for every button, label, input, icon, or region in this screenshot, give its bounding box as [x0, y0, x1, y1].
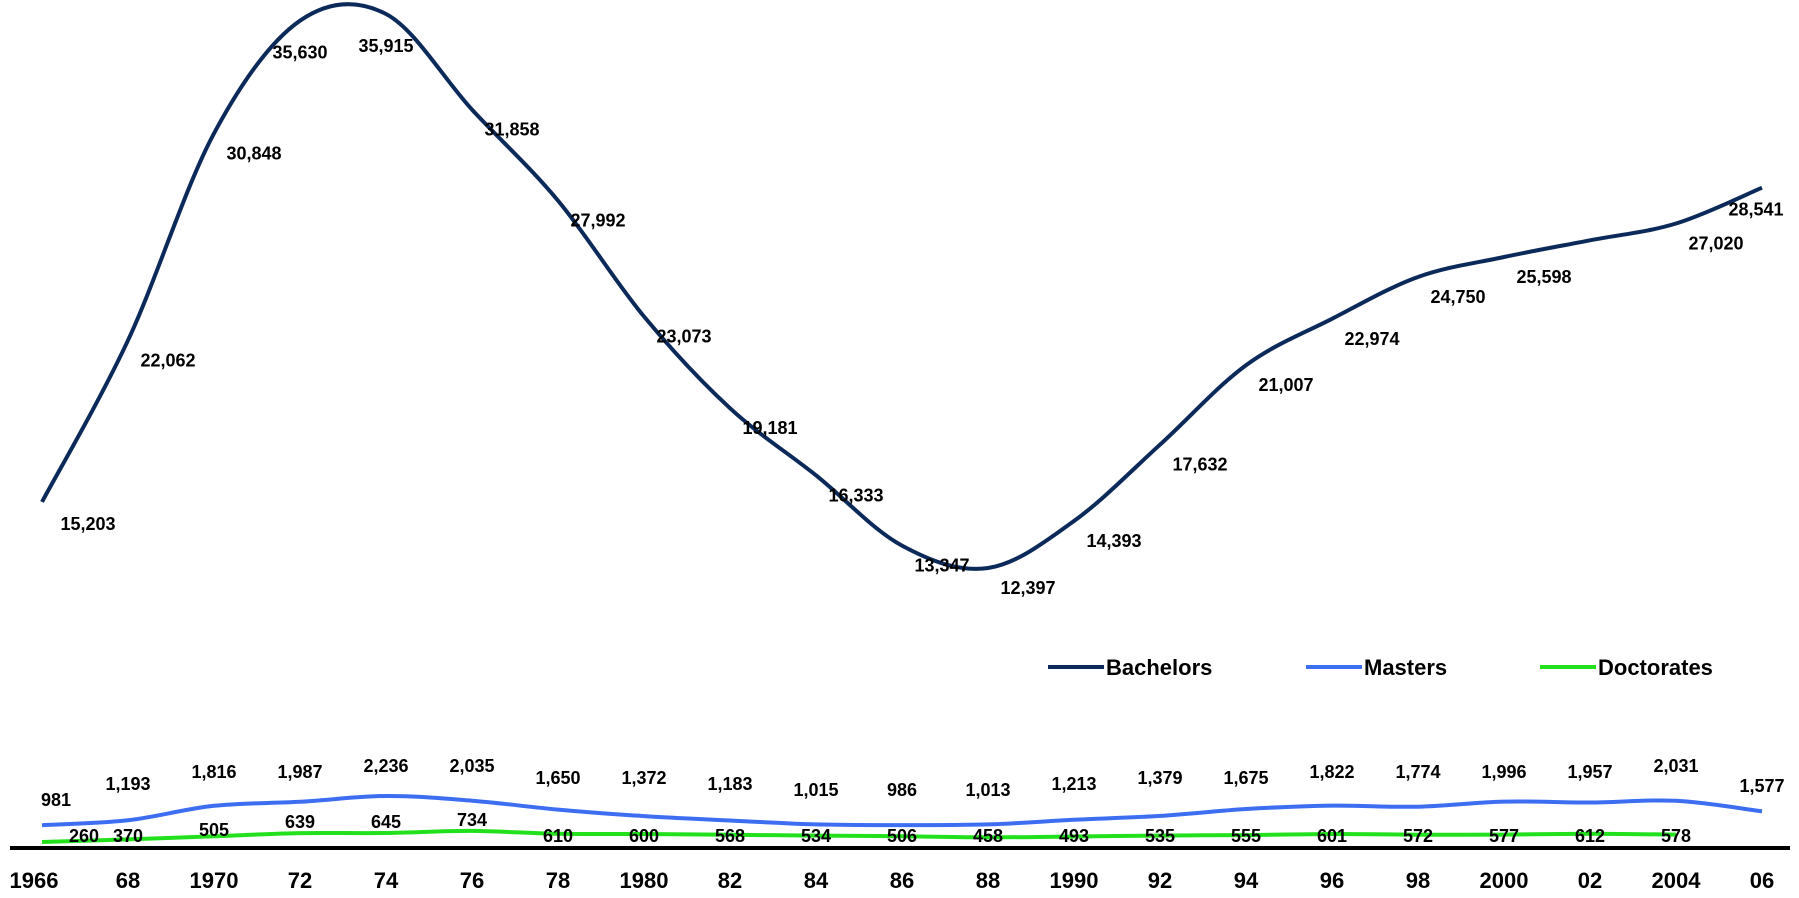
data-label-doctorates: 601	[1317, 826, 1347, 846]
x-tick-label: 82	[718, 868, 742, 893]
data-label-doctorates: 610	[543, 826, 573, 846]
data-label-masters: 1,379	[1137, 768, 1182, 788]
data-label-doctorates: 370	[113, 826, 143, 846]
data-label-doctorates: 535	[1145, 826, 1175, 846]
data-label-doctorates: 506	[887, 826, 917, 846]
x-tick-label: 1970	[190, 868, 239, 893]
series-layer	[40, 2, 1763, 844]
data-label-bachelors: 25,598	[1516, 267, 1571, 287]
data-label-masters: 2,236	[363, 756, 408, 776]
legend-item-bachelors: Bachelors	[1048, 655, 1212, 680]
x-tick-label: 78	[546, 868, 570, 893]
data-label-masters: 2,035	[449, 756, 494, 776]
data-label-masters: 986	[887, 780, 917, 800]
data-label-doctorates: 612	[1575, 826, 1605, 846]
data-label-doctorates: 734	[457, 810, 487, 830]
data-label-bachelors: 12,397	[1000, 578, 1055, 598]
x-tick-label: 2004	[1652, 868, 1702, 893]
series-line-bachelors	[40, 2, 1763, 571]
data-label-doctorates: 260	[69, 826, 99, 846]
x-tick-label: 74	[374, 868, 399, 893]
series-line-masters	[41, 793, 1763, 828]
data-label-bachelors: 23,073	[656, 327, 711, 347]
data-label-doctorates: 572	[1403, 826, 1433, 846]
data-label-doctorates: 577	[1489, 826, 1519, 846]
data-label-doctorates: 555	[1231, 826, 1261, 846]
x-tick-layer: 1966 68 1970 72 74 76 78 1980 82 84 86 88 1990 92 94 96…	[10, 868, 1775, 893]
data-label-bachelors: 14,393	[1086, 531, 1141, 551]
data-label-masters: 1,372	[621, 768, 666, 788]
data-label-masters: 1,013	[965, 780, 1010, 800]
series-line-doctorates	[41, 828, 1677, 844]
data-label-masters: 981	[41, 790, 71, 810]
data-label-doctorates: 600	[629, 826, 659, 846]
data-label-masters: 1,774	[1395, 762, 1440, 782]
x-tick-label: 72	[288, 868, 312, 893]
data-label-bachelors: 30,848	[226, 143, 281, 163]
x-tick-label: 1966	[10, 868, 59, 893]
data-label-bachelors: 21,007	[1258, 375, 1313, 395]
data-label-masters: 1,183	[707, 774, 752, 794]
x-tick-label: 1990	[1050, 868, 1099, 893]
data-label-doctorates: 458	[973, 826, 1003, 846]
x-tick-label: 1980	[620, 868, 669, 893]
legend-item-doctorates: Doctorates	[1540, 655, 1713, 680]
data-label-masters: 1,822	[1309, 762, 1354, 782]
data-label-bachelors: 15,203	[60, 514, 115, 534]
data-label-masters: 1,987	[277, 762, 322, 782]
data-label-masters: 1,015	[793, 780, 838, 800]
data-label-bachelors: 28,541	[1728, 200, 1783, 220]
data-label-bachelors: 27,992	[570, 211, 625, 231]
data-label-doctorates: 493	[1059, 826, 1089, 846]
data-label-bachelors: 22,974	[1344, 329, 1399, 349]
legend-label-bachelors: Bachelors	[1106, 655, 1212, 680]
data-label-layer: 15,203 22,062 30,848 35,630 35,915 31,858 27,9…	[41, 36, 1785, 846]
x-tick-label: 86	[890, 868, 914, 893]
data-label-bachelors: 24,750	[1430, 287, 1485, 307]
data-label-doctorates: 568	[715, 826, 745, 846]
data-label-masters: 1,213	[1051, 774, 1096, 794]
data-label-masters: 1,957	[1567, 762, 1612, 782]
data-label-doctorates: 639	[285, 812, 315, 832]
x-tick-label: 94	[1234, 868, 1259, 893]
data-label-doctorates: 534	[801, 826, 831, 846]
x-tick-label: 88	[976, 868, 1000, 893]
data-label-masters: 1,996	[1481, 762, 1526, 782]
data-label-doctorates: 578	[1661, 826, 1691, 846]
data-label-bachelors: 35,915	[358, 36, 413, 56]
data-label-bachelors: 19,181	[742, 418, 797, 438]
data-label-masters: 1,577	[1739, 776, 1784, 796]
data-label-masters: 2,031	[1653, 756, 1698, 776]
data-label-doctorates: 645	[371, 812, 401, 832]
x-tick-label: 68	[116, 868, 140, 893]
legend-label-doctorates: Doctorates	[1598, 655, 1713, 680]
x-tick-label: 92	[1148, 868, 1172, 893]
data-label-masters: 1,675	[1223, 768, 1268, 788]
x-tick-label: 96	[1320, 868, 1344, 893]
x-tick-label: 2000	[1480, 868, 1529, 893]
data-label-bachelors: 35,630	[272, 43, 327, 63]
data-label-masters: 1,816	[191, 762, 236, 782]
data-label-bachelors: 16,333	[828, 485, 883, 505]
data-label-bachelors: 22,062	[140, 350, 195, 370]
data-label-masters: 1,193	[105, 774, 150, 794]
data-label-bachelors: 27,020	[1688, 234, 1743, 254]
x-tick-label: 06	[1750, 868, 1774, 893]
data-label-bachelors: 13,347	[914, 556, 969, 576]
x-tick-label: 98	[1406, 868, 1430, 893]
data-label-bachelors: 31,858	[484, 120, 539, 140]
data-label-bachelors: 17,632	[1172, 455, 1227, 475]
x-tick-label: 76	[460, 868, 484, 893]
data-label-doctorates: 505	[199, 820, 229, 840]
legend-item-masters: Masters	[1306, 655, 1447, 680]
legend: Bachelors Masters Doctorates	[1048, 655, 1713, 680]
legend-label-masters: Masters	[1364, 655, 1447, 680]
data-label-masters: 1,650	[535, 768, 580, 788]
x-tick-label: 02	[1578, 868, 1602, 893]
x-tick-label: 84	[804, 868, 829, 893]
